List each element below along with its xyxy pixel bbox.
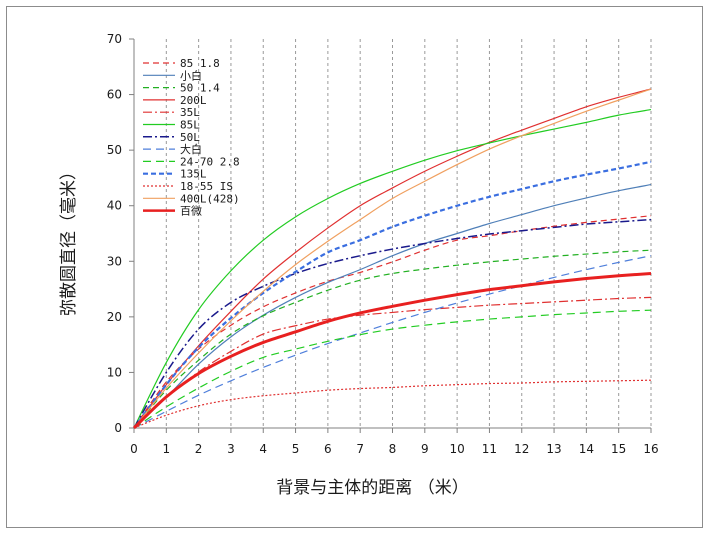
series-line-3 xyxy=(133,88,652,429)
y-tick-label: 0 xyxy=(114,421,122,435)
y-tick-label: 50 xyxy=(107,143,122,157)
x-tick-label: 0 xyxy=(130,442,138,456)
series-line-6 xyxy=(133,218,652,429)
series-line-5 xyxy=(133,108,652,429)
x-tick-label: 4 xyxy=(259,442,267,456)
x-tick-label: 11 xyxy=(482,442,497,456)
series-layer xyxy=(132,88,652,430)
legend-label: 35L xyxy=(180,106,200,119)
y-tick-label: 20 xyxy=(107,310,122,324)
legend-label: 85 1.8 xyxy=(180,57,220,70)
y-tick-label: 30 xyxy=(107,254,122,268)
y-tick-label: 10 xyxy=(107,365,122,379)
series-line-11 xyxy=(133,88,652,429)
x-tick-label: 12 xyxy=(514,442,529,456)
x-tick-label: 14 xyxy=(579,442,594,456)
y-tick-label: 40 xyxy=(107,199,122,213)
x-tick-label: 8 xyxy=(389,442,397,456)
x-tick-label: 13 xyxy=(546,442,561,456)
series-line-12 xyxy=(132,272,652,430)
y-tick-label: 60 xyxy=(107,88,122,102)
series-line-7 xyxy=(133,255,652,429)
x-tick-label: 10 xyxy=(449,442,464,456)
x-tick-label: 2 xyxy=(195,442,203,456)
series-line-2 xyxy=(133,249,652,429)
x-tick-label: 9 xyxy=(421,442,429,456)
x-tick-label: 7 xyxy=(356,442,364,456)
legend-label: 85L xyxy=(180,119,200,132)
legend-label: 百微 xyxy=(180,204,202,218)
legend-label: 400L(428) xyxy=(180,192,240,205)
series-line-1 xyxy=(133,184,652,429)
legend-label: 大白 xyxy=(180,142,202,156)
legend-label: 18-55 IS xyxy=(180,180,233,193)
x-tick-label: 16 xyxy=(643,442,658,456)
y-tick-label: 70 xyxy=(107,32,122,46)
x-tick-label: 6 xyxy=(324,442,332,456)
legend-label: 24-70 2.8 xyxy=(180,155,240,168)
series-line-4 xyxy=(133,296,652,429)
x-tick-label: 3 xyxy=(227,442,235,456)
y-axis-title: 弥散圆直径（毫米） xyxy=(59,163,79,316)
x-tick-label: 1 xyxy=(162,442,170,456)
series-line-8 xyxy=(133,309,652,429)
legend-label: 200L xyxy=(180,94,207,107)
series-line-0 xyxy=(133,215,652,429)
x-tick-label: 15 xyxy=(611,442,626,456)
x-tick-label: 5 xyxy=(292,442,300,456)
grid-layer xyxy=(165,39,652,428)
legend-label: 50L xyxy=(180,131,200,144)
legend-label: 50 1.4 xyxy=(180,82,220,95)
x-axis-title: 背景与主体的距离 （米） xyxy=(276,478,468,498)
legend-label: 小白 xyxy=(180,68,202,82)
legend-label: 135L xyxy=(180,168,207,181)
